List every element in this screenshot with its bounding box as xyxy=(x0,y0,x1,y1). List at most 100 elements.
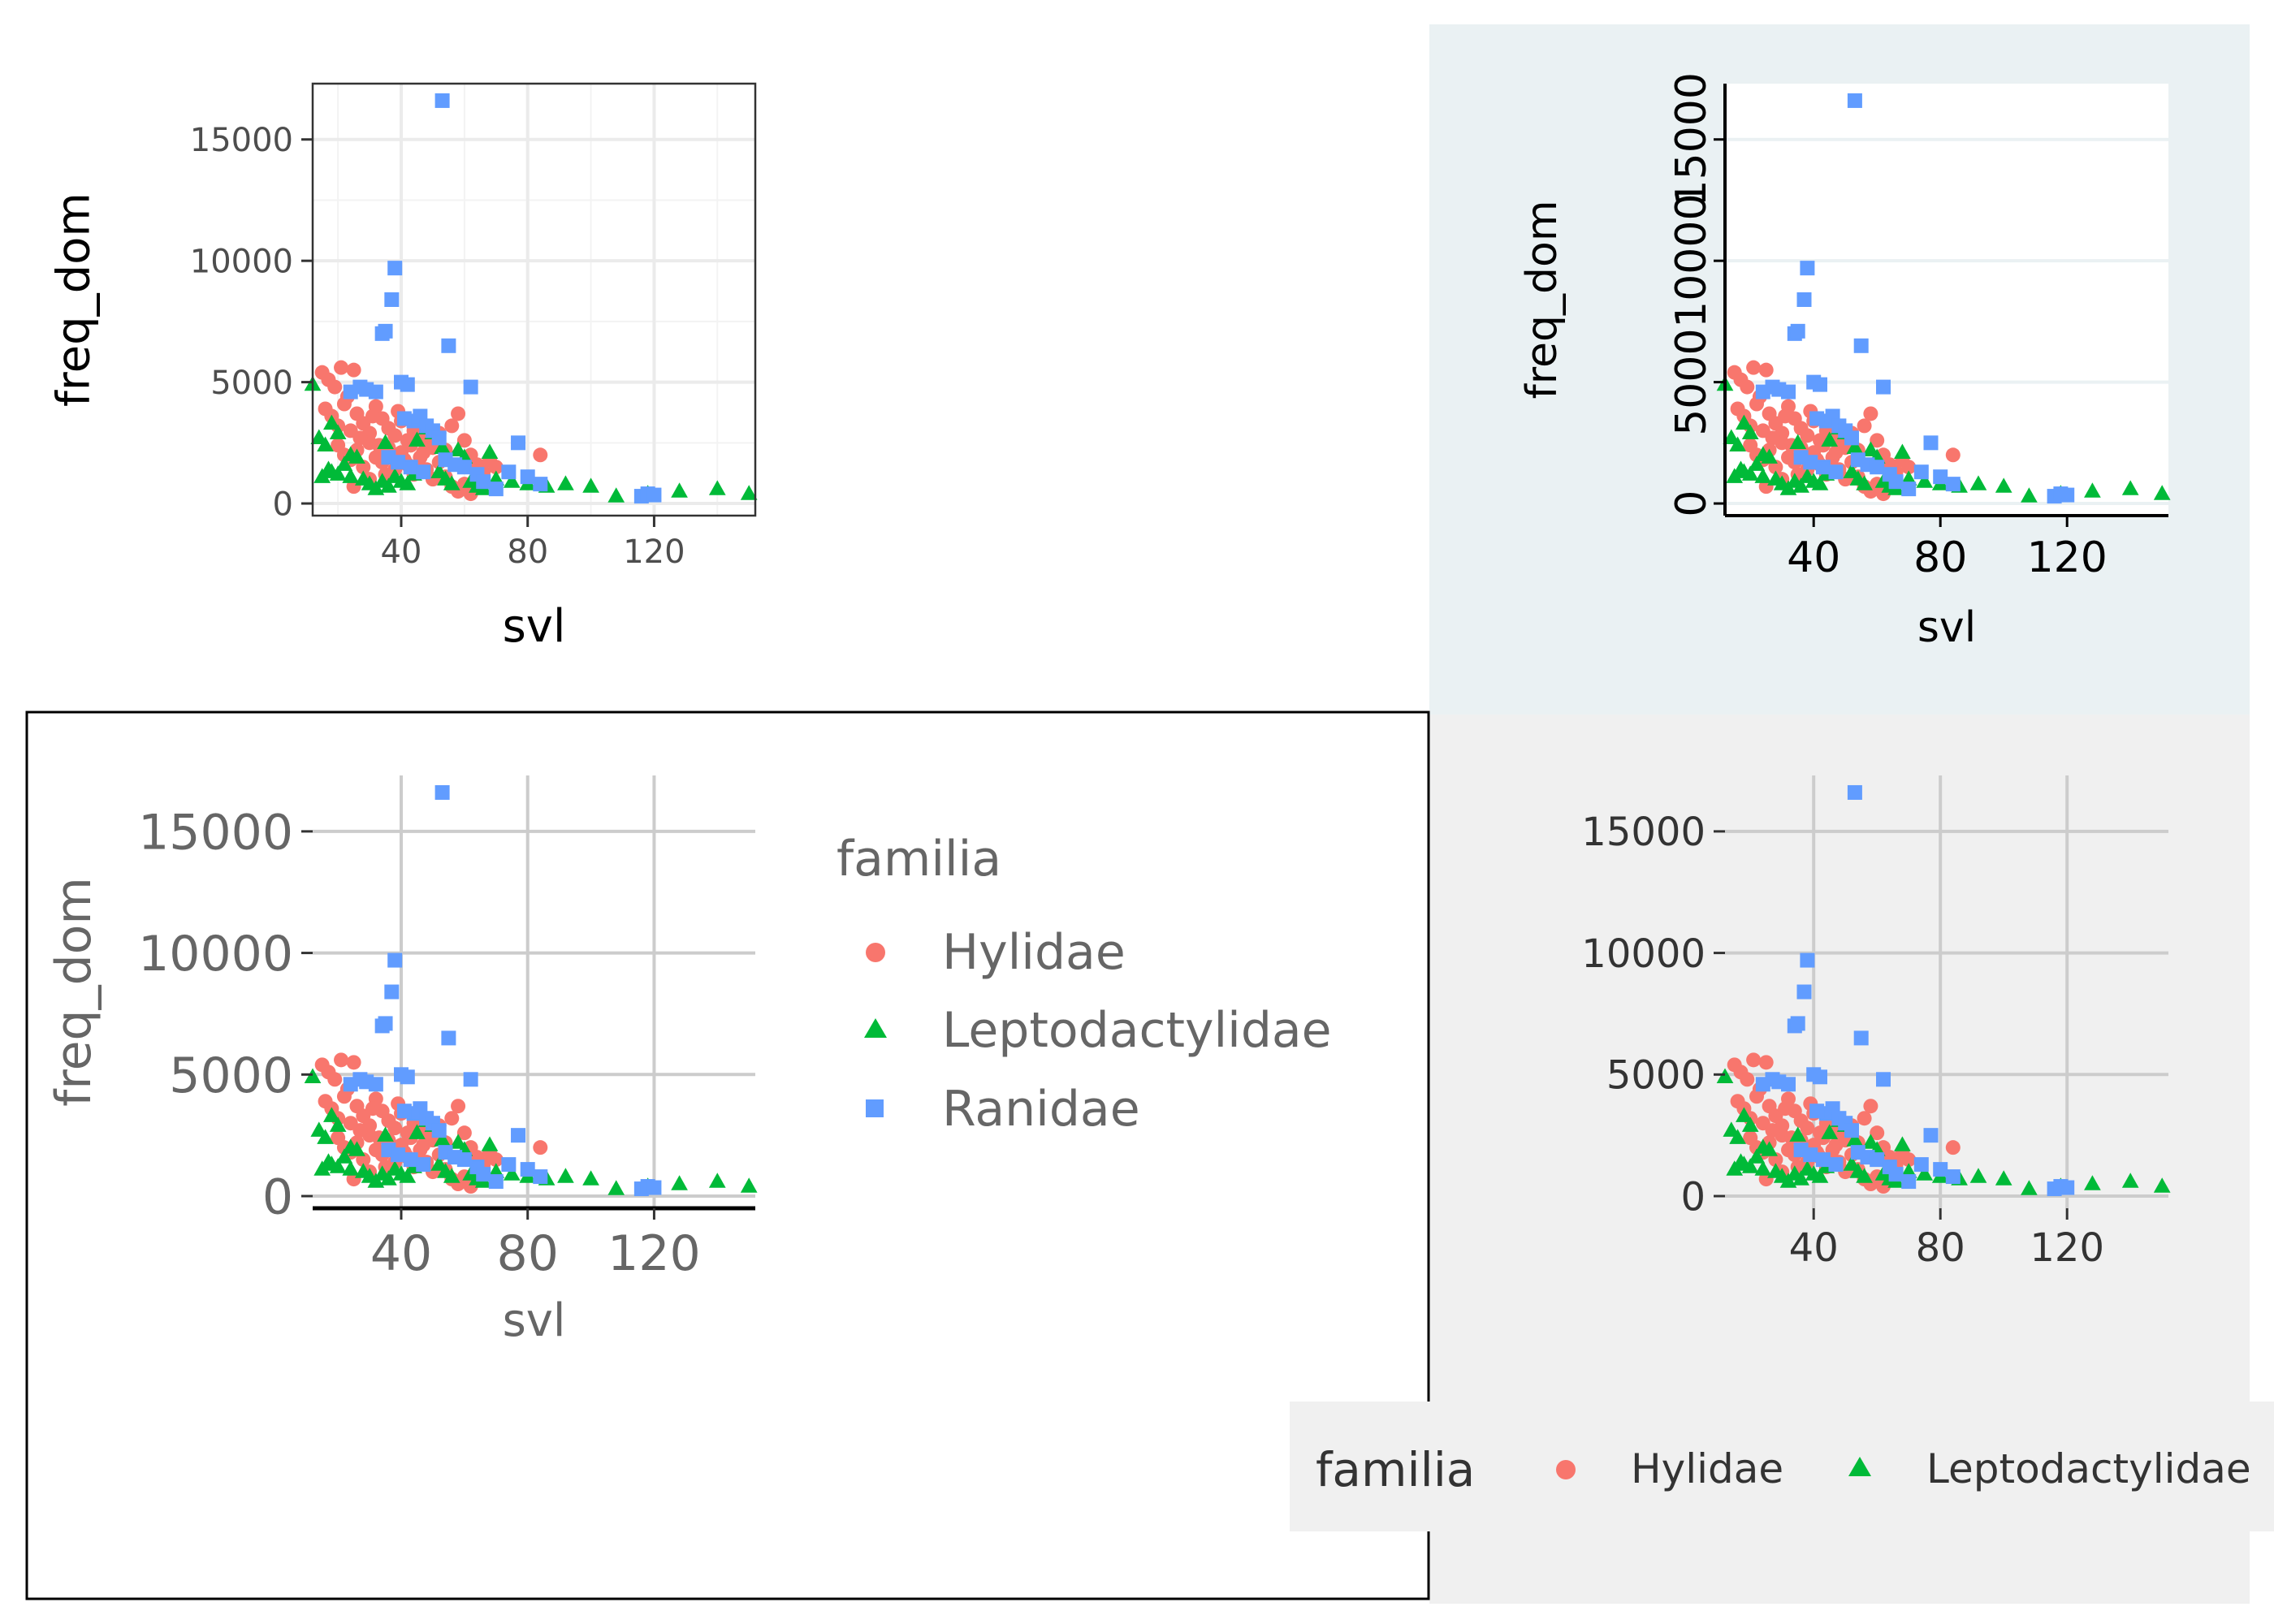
point-hylidae xyxy=(451,1099,466,1114)
point-ranidae xyxy=(476,474,491,490)
point-hylidae xyxy=(1828,1138,1844,1153)
point-ranidae xyxy=(1888,474,1904,490)
point-leptodactylidae xyxy=(481,443,499,459)
y-tick-label: 15000 xyxy=(190,122,293,159)
legend-key-leptodactylidae xyxy=(864,1018,887,1038)
point-ranidae xyxy=(441,338,456,353)
point-hylidae xyxy=(387,1121,403,1136)
point-leptodactylidae xyxy=(1726,1160,1744,1176)
point-hylidae xyxy=(352,430,368,446)
legend-label-leptodactylidae: Leptodactylidae xyxy=(942,1002,1332,1059)
point-ranidae xyxy=(391,1147,406,1163)
point-ranidae xyxy=(1781,1077,1796,1092)
legend-key-ranidae xyxy=(866,1099,884,1117)
point-leptodactylidae xyxy=(335,1148,353,1164)
point-leptodactylidae xyxy=(399,475,417,490)
point-ranidae xyxy=(463,379,478,395)
point-hylidae xyxy=(334,360,349,375)
point-hylidae xyxy=(327,379,343,395)
point-leptodactylidae xyxy=(481,1136,499,1151)
point-leptodactylidae xyxy=(1856,1168,1873,1183)
y-tick-label: 15000 xyxy=(1667,72,1716,206)
y-tick-label: 10000 xyxy=(190,244,293,281)
point-leptodactylidae xyxy=(1916,1165,1934,1181)
point-leptodactylidae xyxy=(708,480,726,495)
point-ranidae xyxy=(2060,1180,2075,1195)
point-ranidae xyxy=(416,464,431,480)
point-leptodactylidae xyxy=(2021,487,2038,503)
point-ranidae xyxy=(1923,1128,1939,1143)
point-hylidae xyxy=(336,396,352,412)
point-ranidae xyxy=(400,1069,415,1085)
point-hylidae xyxy=(1945,447,1961,463)
bottom-legend-box xyxy=(1290,1402,2274,1531)
point-leptodactylidae xyxy=(740,485,758,500)
point-ranidae xyxy=(1813,377,1827,392)
point-ranidae xyxy=(403,1152,418,1168)
point-hylidae xyxy=(1870,1125,1885,1141)
point-leptodactylidae xyxy=(1729,1129,1746,1144)
point-leptodactylidae xyxy=(557,1168,574,1183)
point-leptodactylidae xyxy=(2084,482,2101,498)
point-ranidae xyxy=(2060,487,2075,503)
point-ranidae xyxy=(378,323,393,339)
point-leptodactylidae xyxy=(1736,1107,1753,1122)
legend-bottom-title: familia xyxy=(1316,1442,1475,1497)
point-ranidae xyxy=(463,1072,478,1087)
point-leptodactylidae xyxy=(1729,436,1746,451)
point-hylidae xyxy=(352,1123,368,1138)
point-leptodactylidae xyxy=(380,477,397,493)
point-hylidae xyxy=(1863,406,1878,421)
y-tick-label: 10000 xyxy=(1581,931,1706,977)
y-tick-label: 15000 xyxy=(138,804,293,861)
legend-label-hylidae: Hylidae xyxy=(942,924,1126,981)
x-axis-title: svl xyxy=(503,1294,566,1347)
x-tick-label: 40 xyxy=(1787,533,1840,582)
point-ranidae xyxy=(533,477,548,492)
point-leptodactylidae xyxy=(2121,1173,2139,1188)
point-leptodactylidae xyxy=(1761,448,1778,464)
point-hylidae xyxy=(1828,445,1844,460)
point-hylidae xyxy=(1740,1072,1755,1087)
point-hylidae xyxy=(1758,362,1774,378)
point-hylidae xyxy=(346,362,361,378)
point-ranidae xyxy=(511,435,526,451)
point-ranidae xyxy=(1870,1152,1885,1168)
legend-right: familia Hylidae Leptodactylidae Ranidae xyxy=(837,831,1332,1138)
point-leptodactylidae xyxy=(1789,1126,1807,1142)
point-leptodactylidae xyxy=(399,1168,417,1183)
point-leptodactylidae xyxy=(329,424,347,440)
point-ranidae xyxy=(456,460,472,475)
legend-label-ranidae: Ranidae xyxy=(942,1081,1140,1138)
point-ranidae xyxy=(1809,411,1825,426)
point-hylidae xyxy=(444,1111,460,1126)
point-ranidae xyxy=(1870,460,1885,475)
point-hylidae xyxy=(451,406,466,421)
point-ranidae xyxy=(646,1180,662,1195)
point-leptodactylidae xyxy=(2153,1177,2171,1193)
point-ranidae xyxy=(434,93,450,108)
point-ranidae xyxy=(396,411,412,426)
point-leptodactylidae xyxy=(1995,1170,2012,1186)
point-leptodactylidae xyxy=(1736,414,1753,430)
point-leptodactylidae xyxy=(1856,475,1873,490)
point-ranidae xyxy=(1800,952,1815,968)
point-ranidae xyxy=(387,952,403,968)
point-hylidae xyxy=(444,418,460,434)
x-tick-label: 120 xyxy=(2027,533,2108,582)
point-leptodactylidae xyxy=(434,438,451,454)
point-leptodactylidae xyxy=(2153,485,2171,500)
point-ranidae xyxy=(1828,464,1844,480)
point-ranidae xyxy=(431,430,447,446)
point-leptodactylidae xyxy=(1726,468,1744,483)
point-leptodactylidae xyxy=(2084,1175,2101,1190)
point-ranidae xyxy=(1790,1016,1805,1031)
bottom-right-plot: 0 5000 10000 15000 40 80 120 xyxy=(1581,775,2171,1271)
point-hylidae xyxy=(416,445,431,460)
x-tick-label: 80 xyxy=(1916,1225,1965,1271)
point-leptodactylidae xyxy=(377,1126,394,1142)
point-ranidae xyxy=(1809,1104,1825,1119)
point-leptodactylidae xyxy=(1969,1168,1987,1183)
point-hylidae xyxy=(1746,360,1762,375)
x-tick-label: 40 xyxy=(381,533,422,571)
